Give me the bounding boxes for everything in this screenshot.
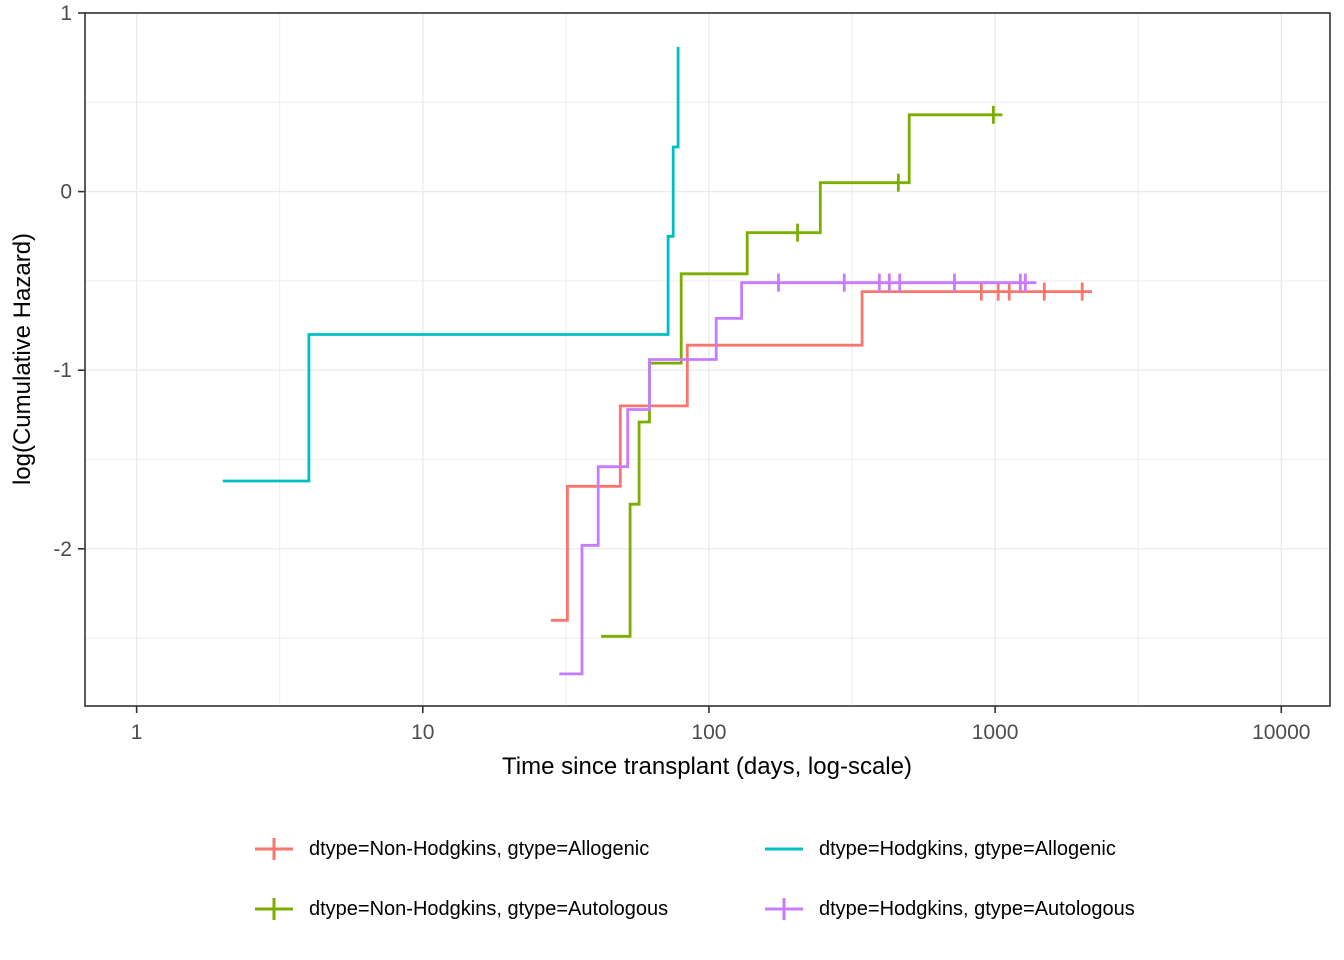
y-axis-tick-labels: 1 0 -1 -2 (53, 2, 72, 561)
legend-key-plus-icon (255, 838, 293, 860)
series-line-2 (601, 113, 1003, 638)
y-tick-label: -1 (53, 359, 72, 382)
legend-item-hodgkins-allogenic: dtype=Hodgkins, gtype=Allogenic (762, 834, 1116, 864)
legend-label: dtype=Hodgkins, gtype=Autologous (819, 898, 1135, 920)
legend-item-nonhodgkins-allogenic: dtype=Non-Hodgkins, gtype=Allogenic (252, 834, 649, 864)
x-tick-label: 1000 (972, 721, 1019, 744)
series-line-1 (222, 46, 680, 483)
y-tick-label: 0 (60, 181, 72, 204)
x-tick-label: 1 (131, 721, 143, 744)
legend-item-nonhodgkins-autologous: dtype=Non-Hodgkins, gtype=Autologous (252, 894, 668, 924)
legend-key-line-icon (765, 847, 803, 851)
y-tick-label: -2 (53, 538, 72, 561)
legend-label: dtype=Hodgkins, gtype=Allogenic (819, 838, 1116, 860)
x-axis-title: Time since transplant (days, log-scale) (502, 753, 912, 780)
x-axis-tick-labels: 1 10 100 1000 10000 (131, 721, 1311, 744)
y-axis-title: log(Cumulative Hazard) (9, 233, 36, 485)
legend-label: dtype=Non-Hodgkins, gtype=Allogenic (309, 838, 650, 860)
x-tick-label: 10000 (1252, 721, 1310, 744)
legend-key-plus-icon (765, 898, 803, 920)
series-line-3 (559, 281, 1037, 676)
minor-gridlines (85, 13, 1330, 706)
x-tick-label: 10 (411, 721, 434, 744)
legend-item-hodgkins-autologous: dtype=Hodgkins, gtype=Autologous (762, 894, 1135, 924)
hazard-plot-canvas: 1 10 100 1000 10000 10-1-2 Time since transp… (9, 2, 1331, 780)
series-line-0 (550, 290, 1092, 622)
legend-label: dtype=Non-Hodgkins, gtype=Autologous (309, 898, 669, 920)
y-tick-label: 1 (60, 2, 72, 25)
series-curves (222, 46, 1092, 676)
legend-key-plus-icon (255, 898, 293, 920)
x-tick-label: 100 (691, 721, 726, 744)
panel-border (84, 12, 1331, 707)
axis-tick-marks (78, 12, 1283, 713)
